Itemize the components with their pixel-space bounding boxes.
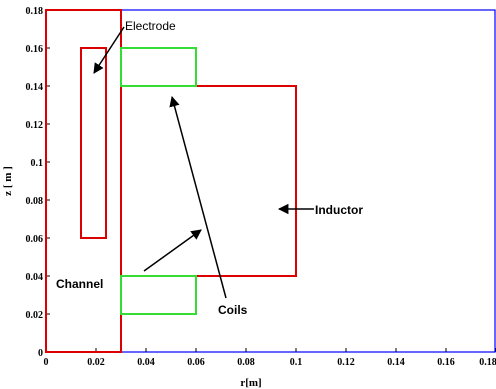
coils-arrow-upper — [169, 95, 227, 299]
electrode-label: Electrode — [125, 19, 176, 33]
channel-label: Channel — [56, 277, 103, 291]
plot-frame — [45, 9, 496, 353]
coils-label: Coils — [218, 303, 248, 317]
y-tick-label: 0 — [38, 348, 43, 359]
x-tick-label: 0.08 — [237, 357, 255, 368]
geometry-regions — [45, 9, 297, 353]
region-channel — [45, 9, 122, 353]
electrode-arrow — [93, 26, 125, 74]
y-tick-label: 0.04 — [26, 272, 44, 283]
region-coil-lower — [120, 275, 197, 315]
x-axis-ticks: 0 0.02 0.04 0.06 0.08 0.1 0.12 0.14 0.16 0.18 — [44, 348, 496, 368]
x-tick-label: 0.1 — [290, 357, 303, 368]
x-tick-label: 0.06 — [187, 357, 205, 368]
coils-arrow-lower — [143, 229, 202, 272]
region-coil-upper — [120, 47, 197, 87]
y-tick-label: 0.1 — [31, 158, 44, 169]
inductor-label: Inductor — [315, 203, 363, 217]
x-tick-label: 0.14 — [387, 357, 405, 368]
y-tick-label: 0.14 — [26, 82, 44, 93]
y-tick-label: 0.06 — [26, 234, 44, 245]
x-tick-label: 0.12 — [337, 357, 355, 368]
y-tick-label: 0.02 — [26, 310, 44, 321]
x-tick-label: 0.16 — [437, 357, 455, 368]
x-axis-label: r[m] — [240, 377, 261, 389]
y-tick-label: 0.18 — [26, 6, 44, 17]
y-tick-label: 0.12 — [26, 120, 44, 131]
y-tick-label: 0.16 — [26, 44, 44, 55]
x-tick-label: 0 — [44, 357, 49, 368]
region-inductor — [120, 85, 297, 277]
y-axis-label: z [ m ] — [2, 166, 14, 196]
x-tick-label: 0.02 — [87, 357, 105, 368]
x-tick-label: 0.04 — [137, 357, 155, 368]
x-tick-label: 0.18 — [479, 357, 496, 368]
y-tick-label: 0.08 — [26, 196, 44, 207]
region-electrode — [80, 47, 107, 239]
